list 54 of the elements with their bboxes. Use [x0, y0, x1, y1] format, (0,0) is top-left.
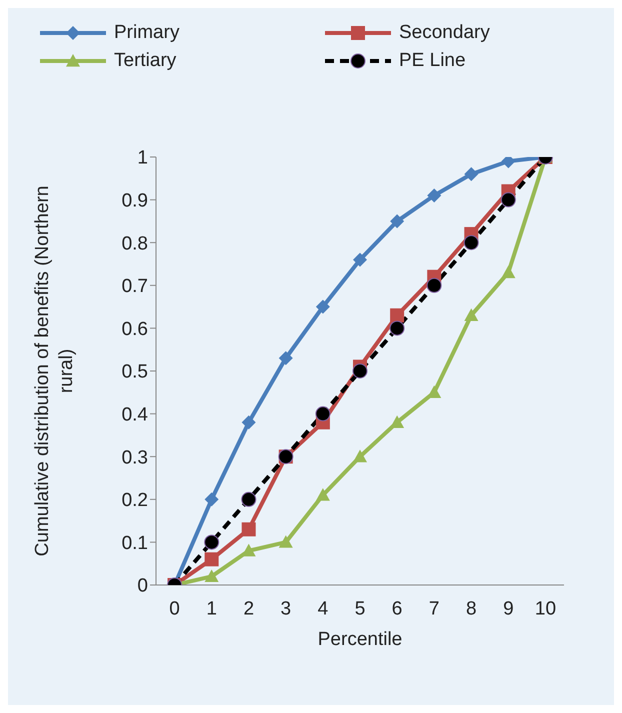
y-axis-title: Cumulative distribution of benefits (Northern rural) [32, 186, 77, 556]
point [353, 450, 367, 462]
point [278, 535, 293, 548]
point [500, 192, 516, 208]
x-tick-label: 9 [503, 598, 514, 620]
x-tick-label: 0 [169, 598, 180, 620]
point [427, 188, 442, 203]
point [352, 364, 368, 378]
point [464, 235, 479, 250]
y-tick-label: 0 [137, 576, 148, 597]
point [390, 214, 404, 228]
point [316, 488, 330, 501]
point [464, 308, 478, 321]
point [353, 252, 367, 267]
point [501, 266, 516, 278]
x-tick-label: 3 [280, 598, 292, 620]
y-tick-label: 0.7 [122, 276, 148, 298]
legend-label: Tertiary [114, 50, 176, 72]
point [204, 492, 219, 506]
x-tick-label: 2 [243, 598, 254, 620]
point [426, 278, 442, 293]
y-tick-label: 1 [137, 148, 148, 169]
x-tick-label: 4 [318, 598, 329, 620]
y-tick-label: 0.5 [122, 362, 148, 383]
x-tick-label: 1 [206, 598, 217, 620]
point [242, 415, 256, 430]
y-tick-label: 0.9 [122, 190, 148, 212]
x-axis-title: Percentile [318, 629, 402, 650]
point [278, 351, 293, 366]
y-tick-label: 0.2 [122, 490, 148, 512]
y-tick-label: 0.1 [122, 532, 148, 554]
y-tick-label: 0.8 [122, 233, 148, 254]
point [204, 569, 219, 582]
point [390, 308, 404, 322]
legend-label: Primary [114, 22, 180, 44]
y-tick-label: 0.6 [122, 318, 148, 340]
point [315, 406, 330, 422]
point [316, 300, 330, 314]
legend-label: PE Line [399, 50, 466, 72]
point [390, 415, 404, 428]
point [390, 320, 405, 336]
x-tick-label: 8 [466, 598, 477, 620]
legend-label: Secondary [399, 22, 490, 44]
point [242, 522, 256, 536]
point [204, 552, 219, 566]
point [204, 534, 220, 550]
y-tick-label: 0.3 [122, 447, 148, 468]
x-tick-label: 6 [392, 598, 402, 620]
point [241, 492, 256, 507]
y-tick-label: 0.4 [122, 404, 148, 426]
x-tick-label: 7 [428, 598, 440, 620]
x-tick-label: 10 [534, 598, 556, 620]
point [464, 167, 478, 182]
x-tick-label: 5 [354, 598, 366, 620]
